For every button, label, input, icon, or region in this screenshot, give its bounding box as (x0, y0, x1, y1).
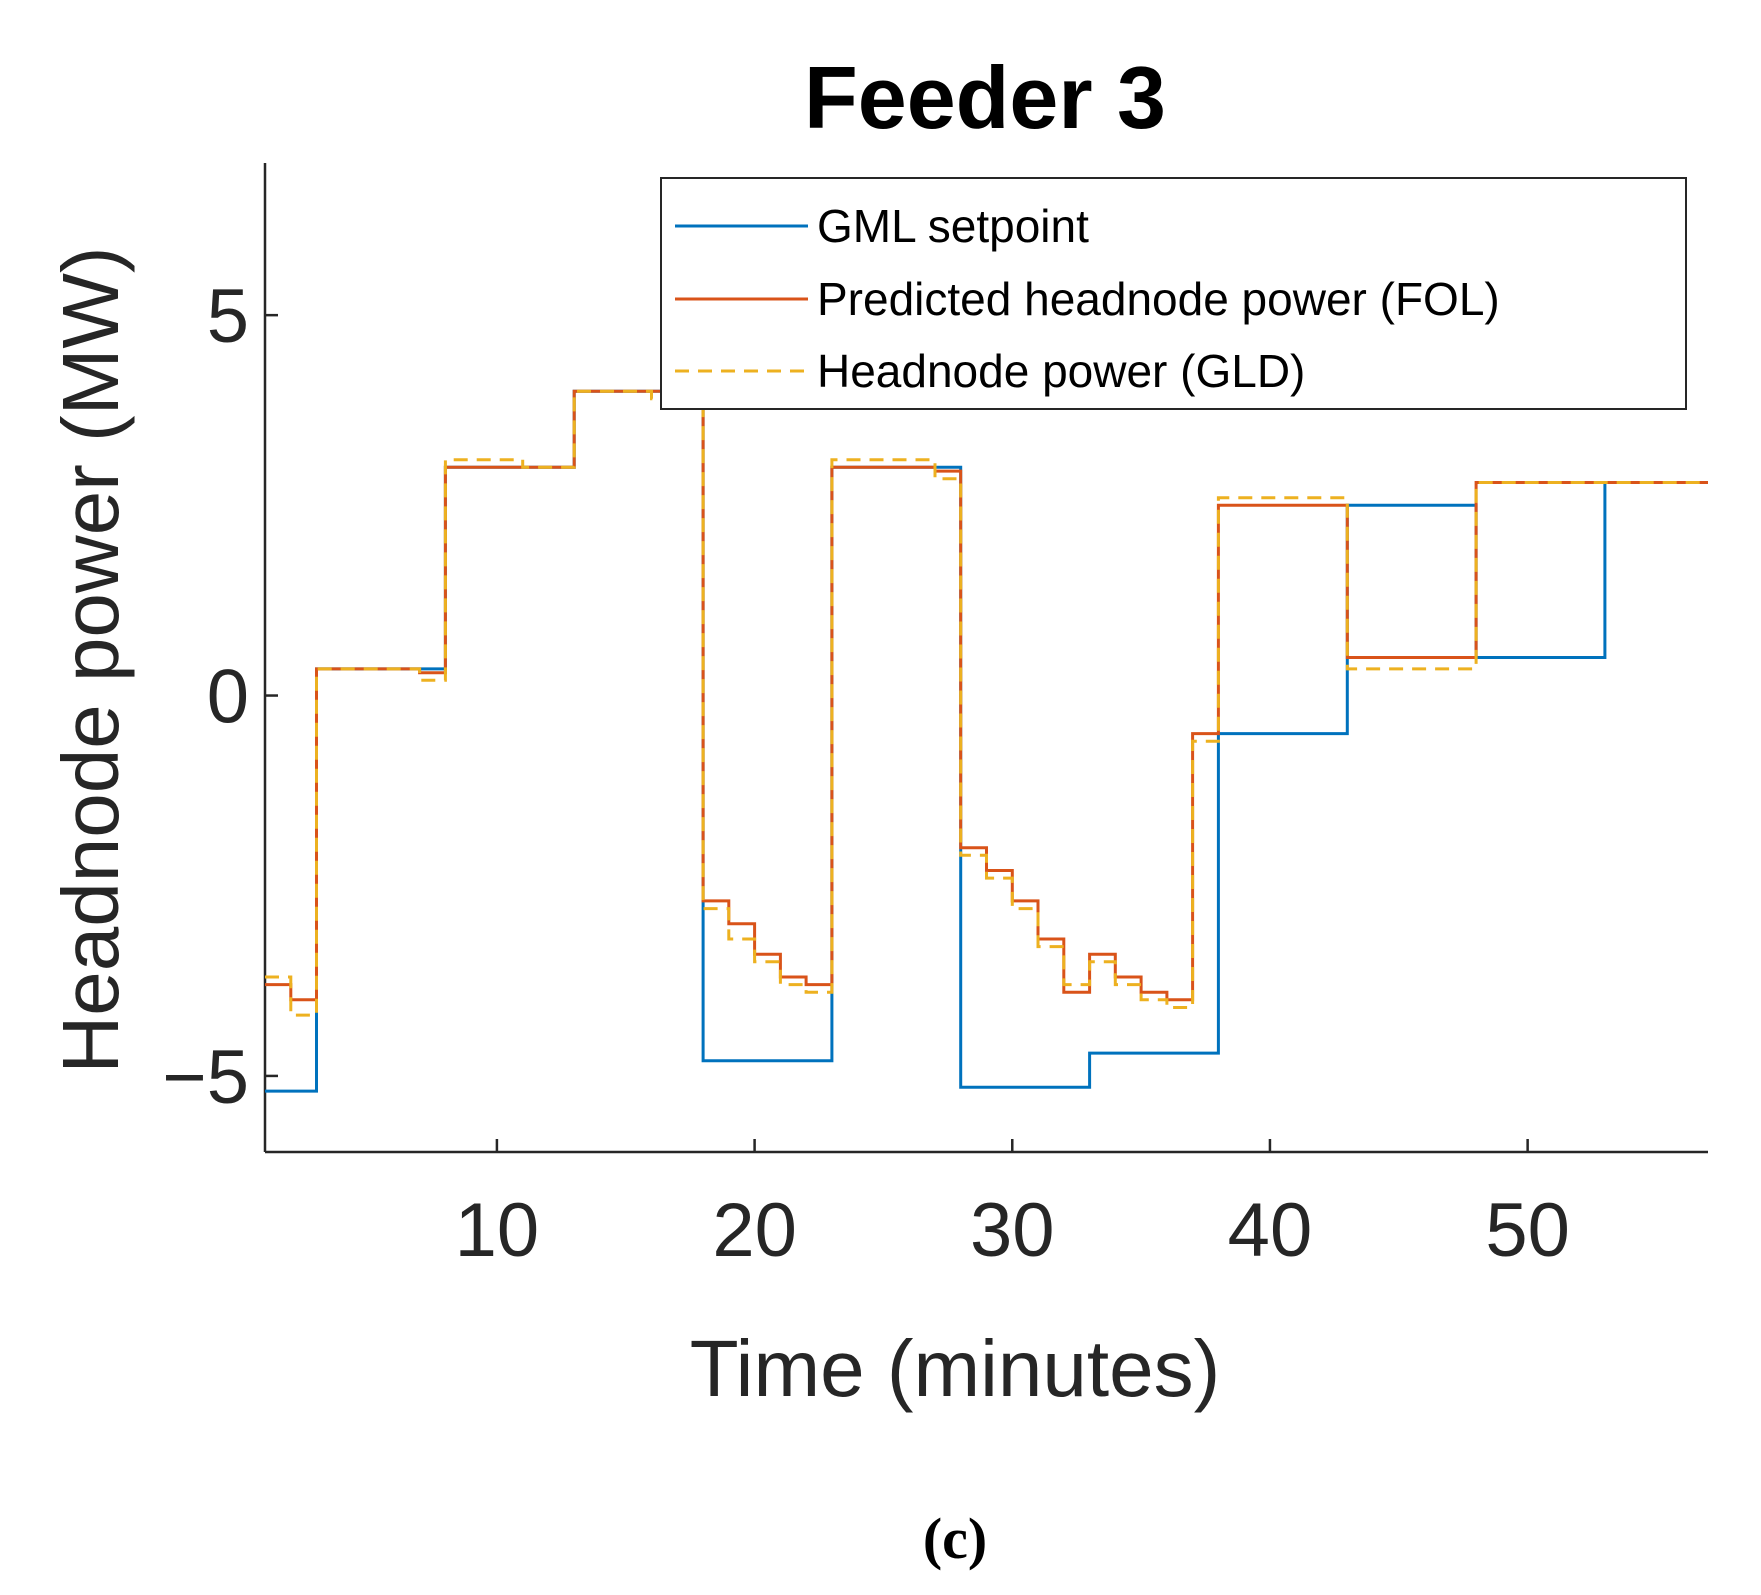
x-ticks: 10 20 30 40 50 (455, 1139, 1570, 1273)
legend-box (660, 177, 1687, 410)
x-tick-label: 30 (970, 1188, 1055, 1273)
legend: GML setpoint Predicted headnode power (F… (660, 177, 1687, 410)
x-axis-label: Time (minutes) (690, 1324, 1220, 1413)
y-tick-label: 5 (207, 274, 249, 359)
figure-caption: (c) (923, 1506, 987, 1571)
chart-title: Feeder 3 (804, 48, 1166, 147)
legend-label-gml: GML setpoint (817, 200, 1089, 252)
y-ticks: −5 0 5 (162, 274, 278, 1120)
legend-label-fol: Predicted headnode power (FOL) (817, 273, 1500, 325)
series-line-gml-setpoint (265, 389, 1708, 1093)
x-tick-label: 40 (1228, 1188, 1313, 1273)
x-tick-label: 10 (455, 1188, 540, 1273)
series-line-gld-headnode (265, 389, 1708, 1017)
series-layer (265, 389, 1708, 1093)
y-tick-label: −5 (162, 1035, 249, 1120)
legend-label-gld: Headnode power (GLD) (817, 345, 1305, 397)
y-axis-label: Headnode power (MW) (46, 247, 135, 1074)
plot-area: 10 20 30 40 50 −5 0 5 (162, 163, 1708, 1273)
y-tick-label: 0 (207, 655, 249, 740)
x-tick-label: 20 (712, 1188, 797, 1273)
x-tick-label: 50 (1485, 1188, 1570, 1273)
